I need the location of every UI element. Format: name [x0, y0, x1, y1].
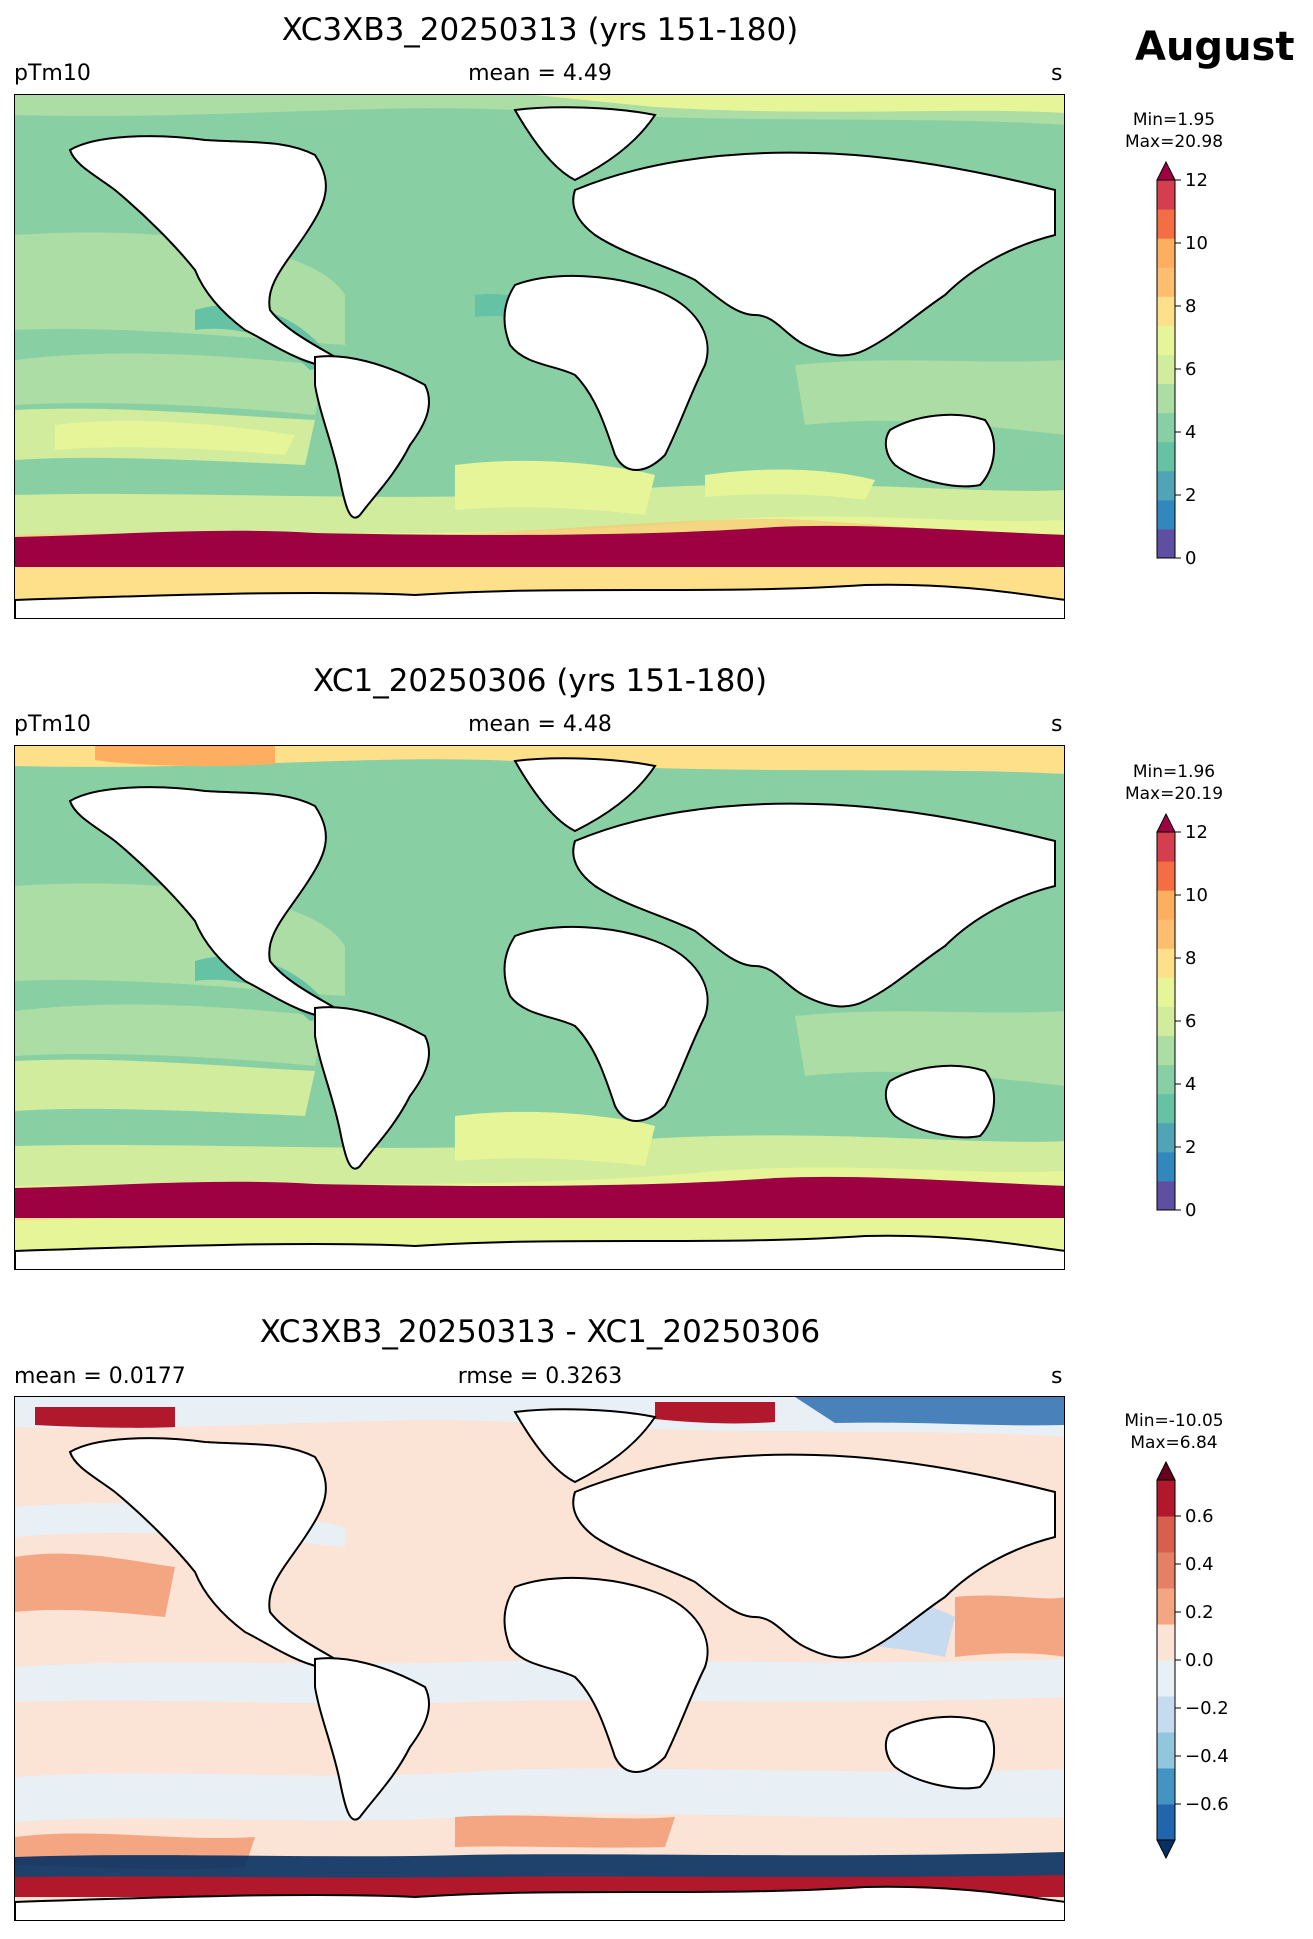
colorbar-segment: [1157, 1122, 1175, 1153]
panel-1-map-canvas: [15, 95, 1064, 618]
colorbar-segment: [1157, 412, 1175, 443]
colorbar-segment: [1157, 441, 1175, 472]
colorbar-tick-label: 4: [1185, 422, 1196, 443]
colorbar-segment: [1157, 1151, 1175, 1182]
colorbar-segment: [1157, 919, 1175, 949]
colorbar-segment: [1157, 1093, 1175, 1124]
colorbar-tick-label: −0.2: [1185, 1698, 1229, 1719]
colorbar-segment: [1157, 238, 1175, 268]
colorbar-tick-label: 0.2: [1185, 1602, 1214, 1623]
panel-2-variable-label: pTm10: [14, 712, 91, 737]
colorbar-tick-label: 12: [1185, 170, 1208, 191]
colorbar-tick-label: 0: [1185, 548, 1196, 569]
colorbar-segment: [1157, 499, 1175, 530]
panel-1-units-label: s: [1051, 61, 1063, 86]
panel-1-colorbar-graphic: 0 2 4 6 8 10 12: [1156, 160, 1208, 569]
colorbar-segment: [1157, 325, 1175, 355]
colorbar-tick-label: 10: [1185, 233, 1208, 254]
colorbar-segment: [1157, 1768, 1175, 1805]
panel-2-units-label: s: [1051, 712, 1063, 737]
colorbar-tick-label: 8: [1185, 948, 1196, 969]
colorbar-tick-label: 12: [1185, 822, 1208, 843]
colorbar-segment: [1157, 1480, 1175, 1517]
colorbar-tick-label: −0.4: [1185, 1746, 1229, 1767]
colorbar-tick-label: 0.6: [1185, 1506, 1214, 1527]
panel-1-mean-label: mean = 4.49: [468, 61, 612, 86]
colorbar-tick-label: 4: [1185, 1074, 1196, 1095]
panel-3-map: [14, 1396, 1065, 1921]
panel-3-mean-label: mean = 0.0177: [14, 1364, 186, 1389]
colorbar-segment: [1157, 1006, 1175, 1037]
colorbar-segment: [1157, 1732, 1175, 1769]
colorbar-segment: [1157, 832, 1175, 862]
colorbar-segment: [1157, 890, 1175, 920]
panel-1-colorbar: 0 2 4 6 8 10 12: [1156, 160, 1208, 569]
colorbar-segment: [1157, 1516, 1175, 1553]
colorbar-extend-max: [1156, 160, 1176, 181]
panel-1-variable-label: pTm10: [14, 61, 91, 86]
colorbar-segment: [1157, 1180, 1175, 1211]
colorbar-tick-label: 2: [1185, 1137, 1196, 1158]
colorbar-segment: [1157, 383, 1175, 414]
panel-2-colorbar: 0 2 4 6 8 10 12: [1156, 812, 1208, 1221]
panel-3-map-canvas: [15, 1397, 1064, 1920]
colorbar-segment: [1157, 1588, 1175, 1625]
colorbar-segment: [1157, 948, 1175, 978]
panel-1-title: XC3XB3_20250313 (yrs 151-180): [281, 12, 799, 48]
colorbar-segment: [1157, 528, 1175, 559]
panel-2-colorbar-graphic: 0 2 4 6 8 10 12: [1156, 812, 1208, 1221]
panel-1-min-label: Min=1.95: [1132, 110, 1216, 130]
colorbar-segment: [1157, 267, 1175, 297]
panel-2-title: XC1_20250306 (yrs 151-180): [312, 663, 768, 699]
panel-2-mean-label: mean = 4.48: [468, 712, 612, 737]
colorbar-tick-label: 0.4: [1185, 1554, 1214, 1575]
panel-1-max-label: Max=20.98: [1124, 132, 1224, 152]
colorbar-extend-max: [1156, 812, 1176, 833]
panel-2-map-canvas: [15, 746, 1064, 1269]
panel-2-map: [14, 745, 1065, 1270]
panel-3-title: XC3XB3_20250313 - XC1_20250306: [259, 1314, 821, 1350]
panel-3-colorbar-graphic: −0.6 −0.4 −0.2 0.0 0.2 0.4 0.6: [1156, 1460, 1229, 1860]
colorbar-segment: [1157, 1552, 1175, 1589]
colorbar-segment: [1157, 209, 1175, 239]
colorbar-segment: [1157, 354, 1175, 385]
colorbar-segment: [1157, 1804, 1175, 1841]
panel-2-min-label: Min=1.96: [1132, 762, 1216, 782]
colorbar-extend-max: [1156, 1460, 1176, 1481]
panel-3-units-label: s: [1051, 1364, 1063, 1389]
colorbar-tick-label: 10: [1185, 885, 1208, 906]
colorbar-tick-label: 6: [1185, 1011, 1196, 1032]
panel-3-max-label: Max=6.84: [1130, 1433, 1218, 1453]
month-label: August: [1135, 24, 1295, 70]
colorbar-segment: [1157, 1624, 1175, 1661]
colorbar-segment: [1157, 1696, 1175, 1733]
colorbar-tick-label: −0.6: [1185, 1794, 1229, 1815]
colorbar-segment: [1157, 977, 1175, 1007]
colorbar-segment: [1157, 296, 1175, 326]
colorbar-tick-label: 0: [1185, 1200, 1196, 1221]
colorbar-segment: [1157, 470, 1175, 501]
colorbar-segment: [1157, 180, 1175, 210]
colorbar-tick-label: 0.0: [1185, 1650, 1214, 1671]
colorbar-segment: [1157, 1035, 1175, 1066]
colorbar-tick-label: 8: [1185, 296, 1196, 317]
panel-3-min-label: Min=-10.05: [1124, 1411, 1224, 1431]
colorbar-segment: [1157, 861, 1175, 891]
panel-1-map: [14, 94, 1065, 619]
colorbar-tick-label: 6: [1185, 359, 1196, 380]
panel-3-rmse-label: rmse = 0.3263: [457, 1364, 623, 1389]
colorbar-extend-min: [1156, 1839, 1176, 1860]
colorbar-segment: [1157, 1064, 1175, 1095]
panel-3-colorbar: −0.6 −0.4 −0.2 0.0 0.2 0.4 0.6: [1156, 1460, 1229, 1860]
colorbar-tick-label: 2: [1185, 485, 1196, 506]
colorbar-segment: [1157, 1660, 1175, 1697]
panel-2-max-label: Max=20.19: [1124, 784, 1224, 804]
